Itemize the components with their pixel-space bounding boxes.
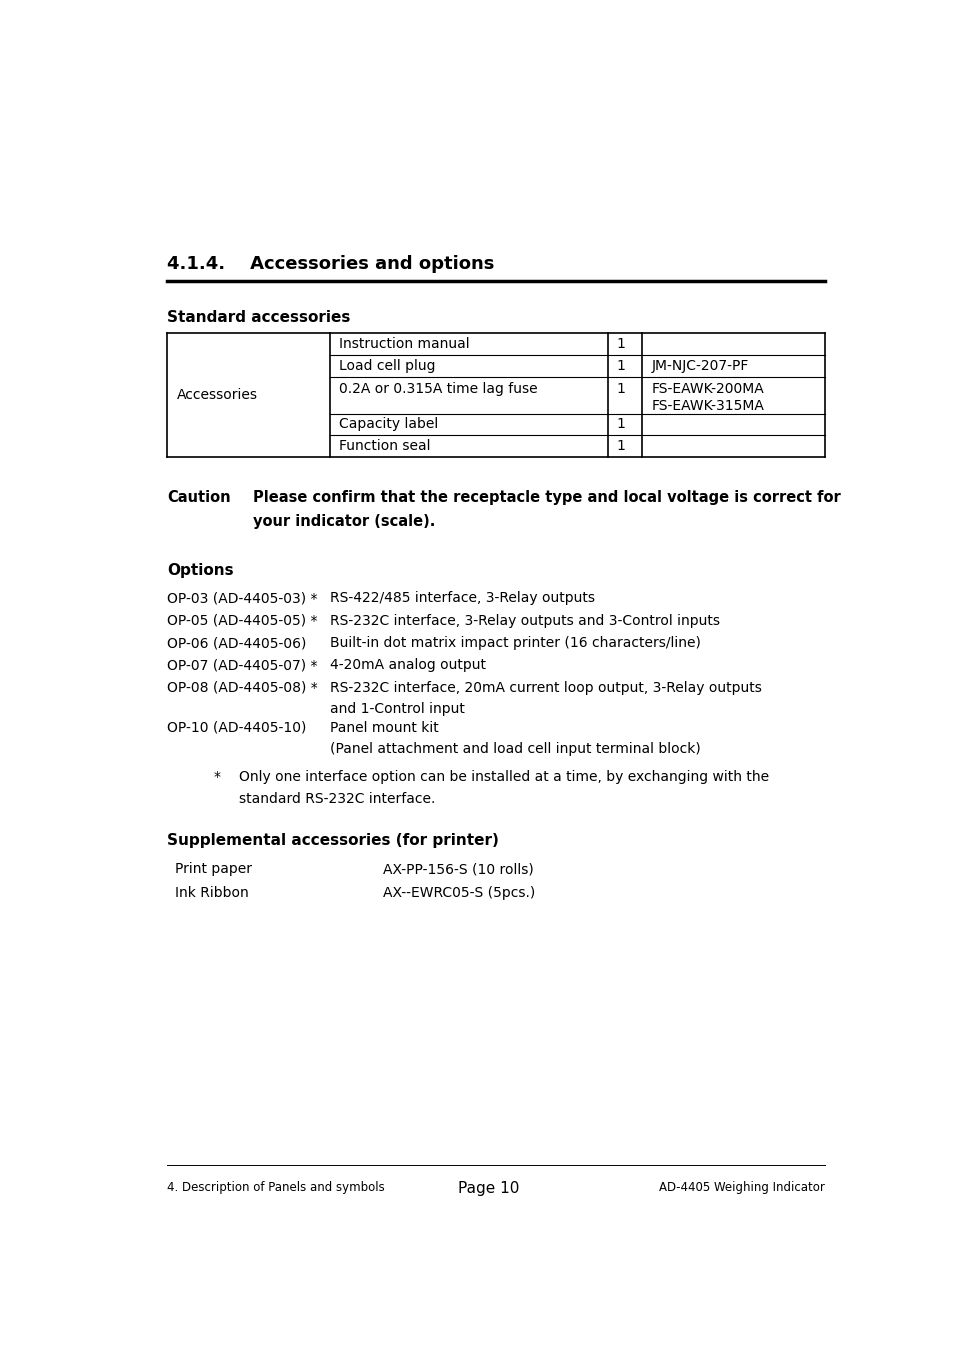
Text: AX--EWRC05-S (5pcs.): AX--EWRC05-S (5pcs.) — [382, 885, 535, 900]
Text: Ink Ribbon: Ink Ribbon — [174, 885, 249, 900]
Text: Accessories: Accessories — [176, 388, 257, 403]
Text: Instruction manual: Instruction manual — [339, 336, 470, 351]
Text: Panel mount kit: Panel mount kit — [330, 720, 438, 735]
Text: Please confirm that the receptacle type and local voltage is correct for: Please confirm that the receptacle type … — [253, 490, 840, 505]
Text: OP-10 (AD-4405-10): OP-10 (AD-4405-10) — [167, 720, 306, 735]
Text: Print paper: Print paper — [174, 862, 252, 877]
Text: *: * — [213, 770, 220, 784]
Text: 4.1.4.    Accessories and options: 4.1.4. Accessories and options — [167, 254, 495, 273]
Text: 0.2A or 0.315A time lag fuse: 0.2A or 0.315A time lag fuse — [339, 381, 537, 396]
Text: Page 10: Page 10 — [457, 1181, 519, 1196]
Text: and 1-Control input: and 1-Control input — [330, 701, 464, 716]
Text: OP-07 (AD-4405-07) *: OP-07 (AD-4405-07) * — [167, 658, 317, 673]
Text: 4. Description of Panels and symbols: 4. Description of Panels and symbols — [167, 1181, 385, 1194]
Text: Caution: Caution — [167, 490, 231, 505]
Text: Capacity label: Capacity label — [339, 417, 438, 431]
Text: Standard accessories: Standard accessories — [167, 309, 351, 326]
Text: Options: Options — [167, 563, 233, 578]
Text: Supplemental accessories (for printer): Supplemental accessories (for printer) — [167, 834, 498, 848]
Text: FS-EAWK-200MA: FS-EAWK-200MA — [651, 381, 763, 396]
Text: AD-4405 Weighing Indicator: AD-4405 Weighing Indicator — [658, 1181, 823, 1194]
Text: 1: 1 — [617, 417, 625, 431]
Text: Function seal: Function seal — [339, 439, 431, 454]
Text: 1: 1 — [617, 439, 625, 454]
Text: RS-232C interface, 3-Relay outputs and 3-Control inputs: RS-232C interface, 3-Relay outputs and 3… — [330, 613, 720, 628]
Text: 4-20mA analog output: 4-20mA analog output — [330, 658, 485, 673]
Text: 1: 1 — [617, 336, 625, 351]
Text: AX-PP-156-S (10 rolls): AX-PP-156-S (10 rolls) — [382, 862, 533, 877]
Text: OP-05 (AD-4405-05) *: OP-05 (AD-4405-05) * — [167, 613, 317, 628]
Text: Only one interface option can be installed at a time, by exchanging with the: Only one interface option can be install… — [239, 770, 769, 784]
Text: JM-NJC-207-PF: JM-NJC-207-PF — [651, 359, 748, 373]
Text: 1: 1 — [617, 359, 625, 373]
Text: OP-06 (AD-4405-06): OP-06 (AD-4405-06) — [167, 636, 306, 650]
Text: 1: 1 — [617, 381, 625, 396]
Text: FS-EAWK-315MA: FS-EAWK-315MA — [651, 399, 763, 412]
Text: Load cell plug: Load cell plug — [339, 359, 436, 373]
Text: RS-232C interface, 20mA current loop output, 3-Relay outputs: RS-232C interface, 20mA current loop out… — [330, 681, 761, 694]
Text: RS-422/485 interface, 3-Relay outputs: RS-422/485 interface, 3-Relay outputs — [330, 592, 595, 605]
Text: standard RS-232C interface.: standard RS-232C interface. — [239, 793, 436, 807]
Text: (Panel attachment and load cell input terminal block): (Panel attachment and load cell input te… — [330, 742, 700, 755]
Text: Built-in dot matrix impact printer (16 characters/line): Built-in dot matrix impact printer (16 c… — [330, 636, 700, 650]
Text: OP-03 (AD-4405-03) *: OP-03 (AD-4405-03) * — [167, 592, 317, 605]
Text: OP-08 (AD-4405-08) *: OP-08 (AD-4405-08) * — [167, 681, 317, 694]
Text: your indicator (scale).: your indicator (scale). — [253, 515, 435, 530]
